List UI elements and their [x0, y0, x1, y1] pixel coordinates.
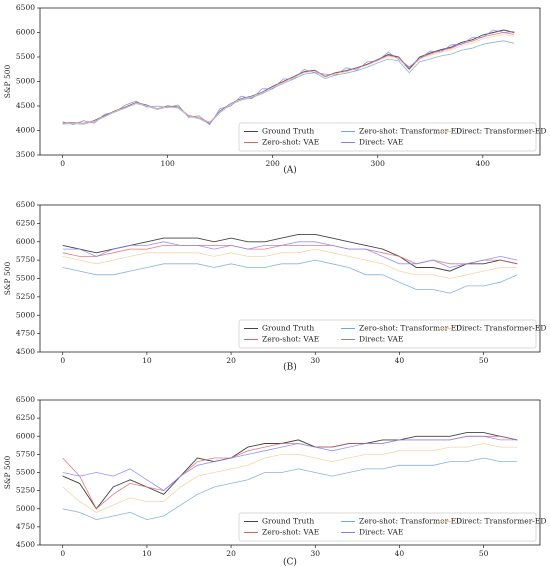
y-tick-label: 4500 [16, 101, 35, 110]
legend-label: Direct: VAE [359, 528, 403, 537]
legend-label: Zero-shot: VAE [262, 335, 319, 344]
x-tick-label: 20 [226, 356, 236, 365]
series-line [62, 40, 515, 125]
y-tick-label: 6500 [16, 3, 35, 12]
x-tick-label: 10 [142, 549, 152, 558]
x-tick-label: 50 [479, 356, 489, 365]
y-axis-label: S&P 500 [3, 455, 12, 489]
x-tick-label: 30 [310, 356, 320, 365]
series-line [62, 233, 518, 272]
series-line [62, 241, 518, 268]
x-tick-label: 200 [266, 159, 281, 168]
series-line [62, 29, 515, 126]
y-tick-label: 3500 [16, 150, 35, 159]
series-line [62, 34, 515, 125]
y-tick-label: 6250 [16, 413, 35, 422]
y-tick-label: 6000 [16, 237, 35, 246]
y-axis-label: S&P 500 [3, 64, 12, 98]
y-tick-label: 5250 [16, 486, 35, 495]
legend-label: Zero-shot: VAE [262, 138, 319, 147]
x-tick-label: 300 [371, 159, 386, 168]
y-tick-label: 4500 [16, 540, 35, 549]
series-line [62, 432, 518, 510]
legend-label: Zero-shot: VAE [262, 528, 319, 537]
x-tick-label: 100 [160, 159, 175, 168]
series-line [62, 248, 518, 279]
x-tick-label: 0 [60, 159, 65, 168]
legend-label: Zero-shot: Transformer-ED [359, 127, 462, 136]
legend-label: Direct: VAE [359, 138, 403, 147]
legend-box [238, 512, 537, 542]
y-tick-label: 5750 [16, 449, 35, 458]
y-tick-label: 6250 [16, 218, 35, 227]
series-line [62, 443, 518, 513]
x-tick-label: 40 [395, 549, 405, 558]
series-line [62, 244, 518, 265]
y-tick-label: 6500 [16, 395, 35, 404]
x-tick-label: 0 [60, 356, 65, 365]
y-tick-label: 4000 [16, 126, 35, 135]
y-tick-label: 5000 [16, 310, 35, 319]
legend-label: Direct: Transformer-ED [456, 517, 546, 526]
y-tick-label: 5500 [16, 52, 35, 61]
x-tick-label: 400 [476, 159, 491, 168]
x-tick-label: 0 [60, 549, 65, 558]
y-tick-label: 4750 [16, 329, 35, 338]
y-tick-label: 4750 [16, 522, 35, 531]
x-tick-label: 10 [142, 356, 152, 365]
y-tick-label: 5750 [16, 255, 35, 264]
legend-label: Direct: Transformer-ED [456, 127, 546, 136]
series-line [62, 457, 518, 521]
legend-label: Direct: Transformer-ED [456, 324, 546, 333]
y-tick-label: 4500 [16, 347, 35, 356]
x-tick-label: 50 [479, 549, 489, 558]
series-line [62, 435, 518, 492]
y-tick-label: 5500 [16, 468, 35, 477]
caption: (B) [283, 362, 297, 373]
caption: (A) [283, 165, 297, 176]
x-tick-label: 30 [310, 549, 320, 558]
y-tick-label: 5500 [16, 274, 35, 283]
legend-box [238, 319, 537, 349]
y-tick-label: 6000 [16, 431, 35, 440]
series-line [62, 259, 518, 294]
legend-label: Zero-shot: Transformer-ED [359, 517, 462, 526]
legend-label: Zero-shot: Transformer-ED [359, 324, 462, 333]
x-tick-label: 20 [226, 549, 236, 558]
y-tick-label: 6500 [16, 200, 35, 209]
legend-label: Ground Truth [262, 324, 314, 333]
y-tick-label: 5000 [16, 77, 35, 86]
x-tick-label: 40 [395, 356, 405, 365]
y-tick-label: 5250 [16, 292, 35, 301]
legend-box [238, 122, 537, 152]
y-tick-label: 6000 [16, 28, 35, 37]
legend-label: Ground Truth [262, 127, 314, 136]
legend-label: Direct: VAE [359, 335, 403, 344]
legend-label: Ground Truth [262, 517, 314, 526]
y-tick-label: 5000 [16, 504, 35, 513]
y-axis-label: S&P 500 [3, 261, 12, 295]
caption: (C) [283, 557, 297, 568]
